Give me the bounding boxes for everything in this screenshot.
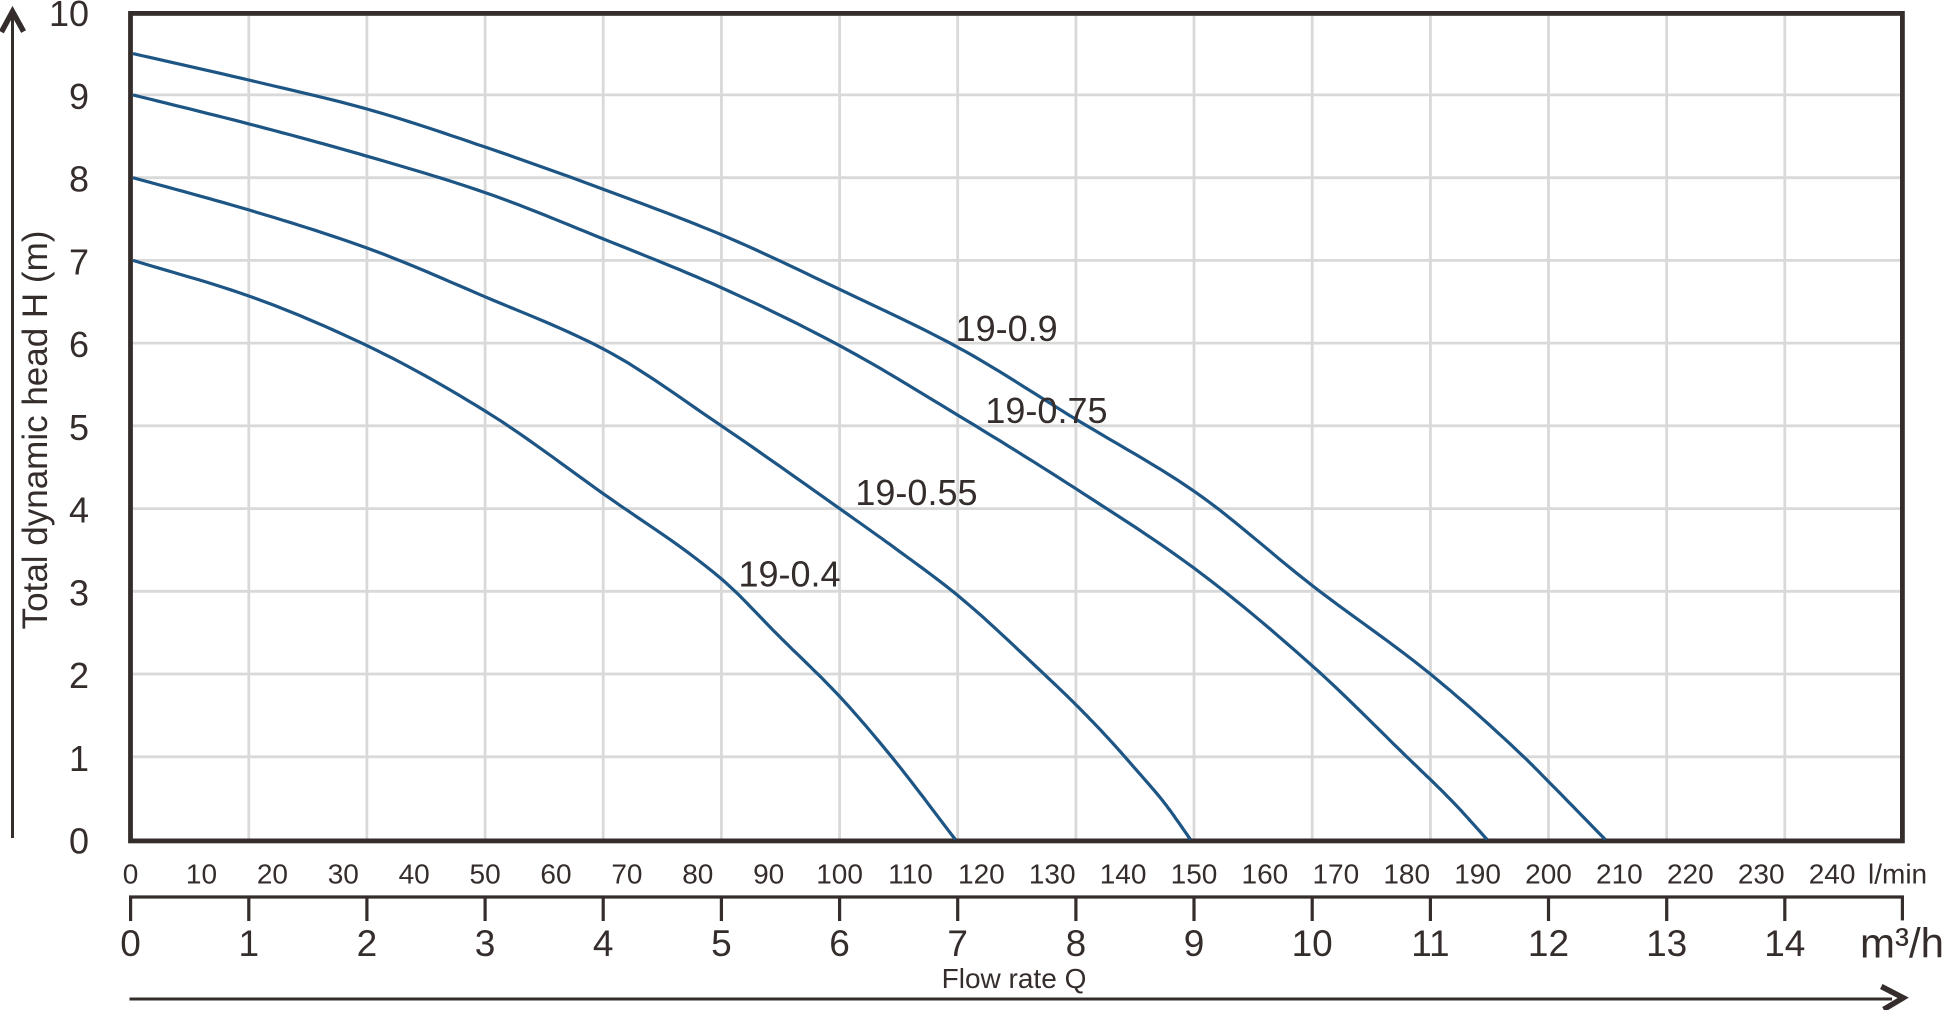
svg-text:5: 5 [711, 923, 732, 964]
svg-text:10: 10 [186, 859, 217, 890]
svg-text:0: 0 [123, 859, 139, 890]
svg-text:4: 4 [593, 923, 614, 964]
svg-text:3: 3 [475, 923, 496, 964]
svg-text:Total dynamic head H (m): Total dynamic head H (m) [16, 231, 55, 630]
svg-text:l/min: l/min [1868, 859, 1927, 890]
svg-text:50: 50 [470, 859, 501, 890]
svg-text:190: 190 [1454, 859, 1501, 890]
svg-text:220: 220 [1667, 859, 1714, 890]
svg-text:19-0.55: 19-0.55 [855, 472, 977, 513]
svg-text:7: 7 [69, 241, 89, 282]
svg-text:100: 100 [816, 859, 863, 890]
svg-text:170: 170 [1312, 859, 1359, 890]
svg-text:9: 9 [69, 76, 89, 117]
svg-text:14: 14 [1764, 923, 1805, 964]
svg-text:150: 150 [1171, 859, 1218, 890]
svg-text:80: 80 [682, 859, 713, 890]
svg-text:90: 90 [753, 859, 784, 890]
svg-text:6: 6 [69, 324, 89, 365]
svg-text:m³/h: m³/h [1860, 920, 1942, 967]
svg-text:140: 140 [1100, 859, 1147, 890]
svg-text:70: 70 [611, 859, 642, 890]
svg-text:180: 180 [1383, 859, 1430, 890]
svg-text:8: 8 [1066, 923, 1087, 964]
svg-text:40: 40 [399, 859, 430, 890]
svg-text:210: 210 [1596, 859, 1643, 890]
svg-text:12: 12 [1528, 923, 1569, 964]
svg-text:130: 130 [1029, 859, 1076, 890]
svg-text:0: 0 [69, 821, 89, 862]
svg-text:6: 6 [829, 923, 850, 964]
svg-text:1: 1 [239, 923, 260, 964]
svg-text:110: 110 [888, 859, 933, 890]
svg-text:5: 5 [69, 407, 89, 448]
svg-text:19-0.9: 19-0.9 [956, 308, 1058, 349]
svg-text:1: 1 [69, 738, 89, 779]
svg-text:0: 0 [120, 923, 141, 964]
svg-text:3: 3 [69, 572, 89, 613]
svg-text:10: 10 [49, 0, 89, 34]
svg-text:20: 20 [257, 859, 288, 890]
svg-text:200: 200 [1525, 859, 1572, 890]
svg-text:4: 4 [69, 490, 89, 531]
svg-text:240: 240 [1809, 859, 1856, 890]
svg-text:30: 30 [328, 859, 359, 890]
svg-text:9: 9 [1184, 923, 1205, 964]
svg-text:120: 120 [958, 859, 1005, 890]
svg-text:13: 13 [1646, 923, 1687, 964]
svg-text:11: 11 [1411, 923, 1449, 964]
svg-text:19-0.75: 19-0.75 [985, 390, 1107, 431]
svg-text:Flow rate Q: Flow rate Q [942, 963, 1087, 994]
svg-text:2: 2 [357, 923, 378, 964]
svg-text:19-0.4: 19-0.4 [739, 554, 841, 595]
svg-text:230: 230 [1738, 859, 1785, 890]
svg-text:10: 10 [1292, 923, 1333, 964]
svg-text:7: 7 [947, 923, 968, 964]
svg-text:8: 8 [69, 159, 89, 200]
svg-text:2: 2 [69, 655, 89, 696]
svg-text:160: 160 [1242, 859, 1289, 890]
svg-text:60: 60 [540, 859, 571, 890]
